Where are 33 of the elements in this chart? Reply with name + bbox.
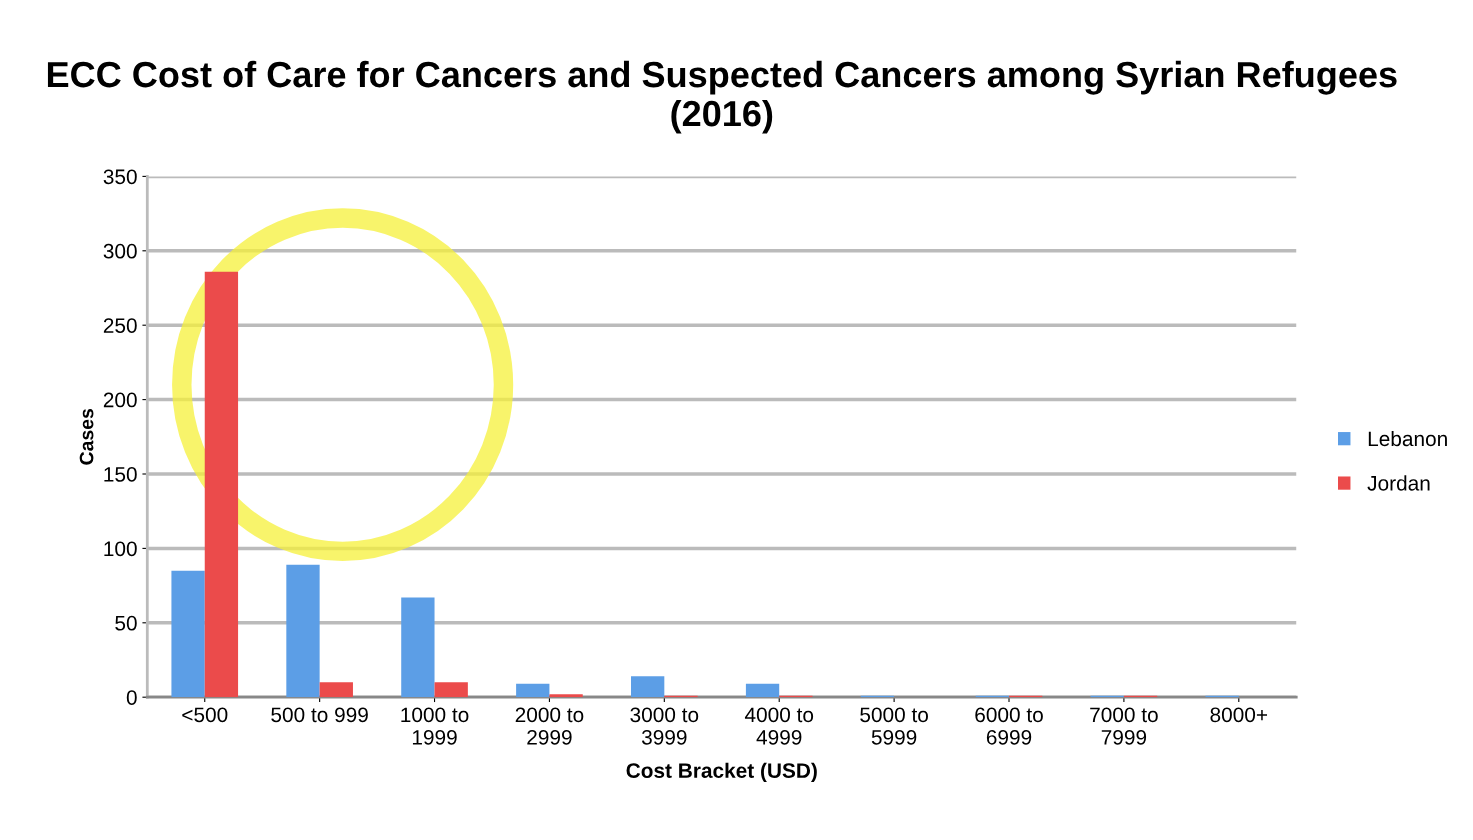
x-tick-label: 6000 to 6999 (975, 707, 1043, 745)
x-tick-label: 5000 to 5999 (860, 707, 928, 745)
bar (286, 564, 320, 698)
y-tick-label: 0 (126, 690, 137, 705)
x-tick-label: 1000 to 1999 (401, 707, 469, 745)
bar (319, 682, 353, 698)
bar (204, 271, 239, 698)
x-tick-label: 4000 to 4999 (744, 707, 814, 745)
bar (171, 570, 205, 698)
y-tick-label: 250 (103, 318, 137, 333)
x-tick-label: 500 to 999 (271, 707, 368, 723)
legend-label: Lebanon (1368, 430, 1447, 447)
y-tick-label: 150 (104, 467, 137, 482)
x-tick-label: 7000 to 7999 (1090, 707, 1158, 745)
legend-label: Jordan (1367, 475, 1430, 491)
y-tick-label: 350 (103, 169, 137, 185)
chart-title: ECC Cost of Care for Cancers and Suspected Cancers among Syrian Refugees (2016) (47, 60, 1397, 134)
bar (631, 676, 665, 698)
x-tick-label: 3000 to 3999 (630, 707, 699, 745)
x-tick-label: 2000 to 2999 (515, 707, 584, 745)
bar (434, 682, 468, 698)
y-axis-title: Cases (79, 408, 94, 465)
y-tick-label: 100 (104, 541, 137, 557)
y-tick-label: 50 (115, 615, 137, 631)
x-axis-title: Cost Bracket (USD) (626, 762, 817, 783)
x-tick-label: 8000+ (1210, 707, 1268, 723)
bar (401, 597, 435, 698)
x-tick-label: <500 (182, 707, 228, 723)
y-tick-label: 200 (103, 392, 137, 408)
y-tick-label: 300 (103, 243, 137, 259)
bar (516, 683, 550, 698)
bar (745, 683, 780, 698)
bar (549, 694, 583, 698)
